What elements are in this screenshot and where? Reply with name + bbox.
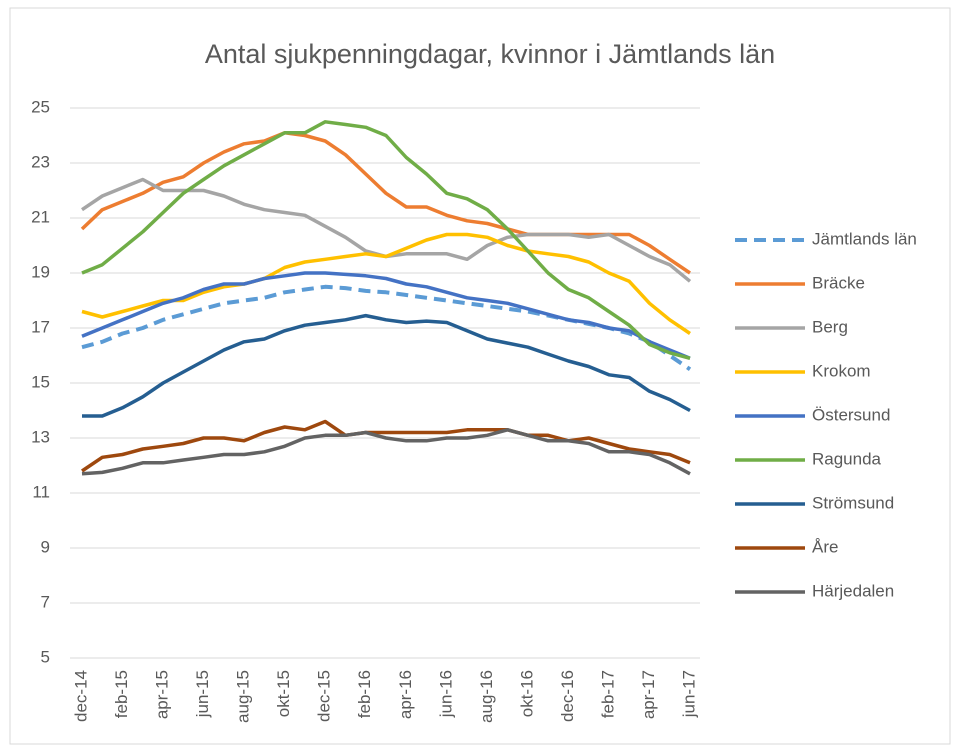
x-tick-label: okt-16	[517, 670, 536, 717]
x-tick-label: aug-16	[477, 670, 496, 723]
y-tick-label: 21	[31, 207, 50, 226]
x-tick-label: apr-17	[639, 670, 658, 719]
y-tick-label: 13	[31, 427, 50, 446]
x-tick-label: dec-16	[558, 670, 577, 722]
series-line	[81, 232, 691, 335]
y-tick-label: 15	[31, 372, 50, 391]
series-line	[82, 313, 691, 418]
legend-label: Östersund	[812, 405, 890, 424]
series-line	[80, 131, 691, 275]
x-tick-label: jun-16	[436, 670, 455, 718]
x-tick-label: jun-17	[679, 670, 698, 718]
y-tick-label: 9	[41, 537, 50, 556]
legend-label: Berg	[812, 317, 848, 336]
series-line	[81, 271, 691, 360]
y-tick-label: 25	[31, 97, 50, 116]
legend-label: Krokom	[812, 361, 871, 380]
legend-label: Strömsund	[812, 493, 894, 512]
x-tick-label: feb-15	[112, 670, 131, 718]
legend-label: Bräcke	[812, 273, 865, 292]
series-line	[81, 120, 691, 360]
chart-frame	[9, 7, 951, 745]
x-tick-label: feb-17	[598, 670, 617, 718]
x-tick-label: dec-14	[71, 670, 90, 722]
legend-label: Jämtlands län	[812, 229, 917, 248]
legend-label: Härjedalen	[812, 581, 894, 600]
y-tick-label: 7	[41, 592, 50, 611]
x-tick-label: jun-15	[193, 670, 212, 718]
x-tick-label: dec-15	[315, 670, 334, 722]
x-tick-label: apr-16	[396, 670, 415, 719]
series-line	[81, 428, 691, 476]
y-tick-label: 5	[41, 647, 50, 666]
x-tick-label: aug-15	[234, 670, 253, 723]
x-tick-label: okt-15	[274, 670, 293, 717]
legend-label: Ragunda	[812, 449, 882, 468]
y-tick-label: 11	[32, 482, 50, 501]
y-tick-label: 17	[31, 317, 50, 336]
x-tick-label: apr-15	[153, 670, 172, 719]
x-tick-label: feb-16	[355, 670, 374, 718]
y-tick-label: 19	[31, 262, 50, 281]
chart-title: Antal sjukpenningdagar, kvinnor i Jämtla…	[205, 39, 775, 69]
series-line	[81, 419, 691, 473]
legend-label: Åre	[812, 537, 838, 556]
y-tick-label: 23	[31, 152, 50, 171]
